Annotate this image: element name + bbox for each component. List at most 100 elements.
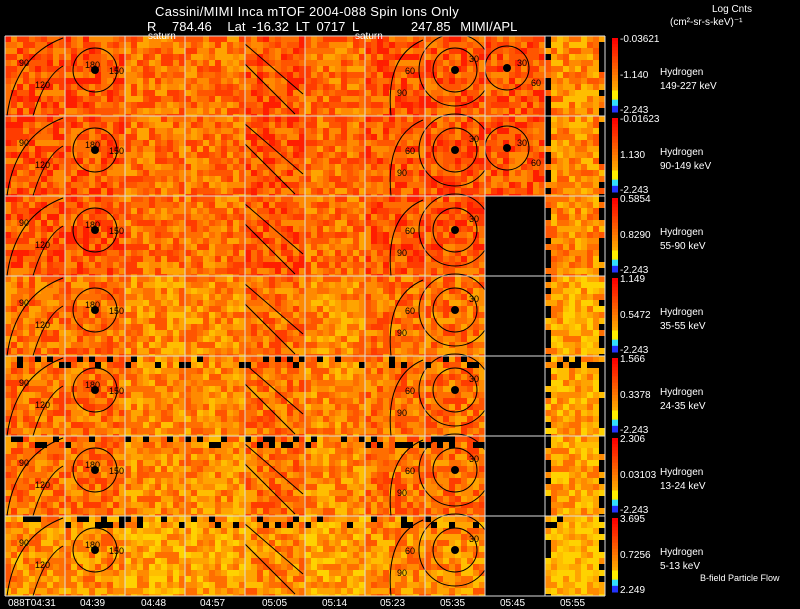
heatmap-cell bbox=[401, 226, 407, 232]
heatmap-cell bbox=[131, 36, 137, 42]
heatmap-cell bbox=[149, 274, 155, 276]
heatmap-cell bbox=[251, 134, 257, 140]
heatmap-cell bbox=[215, 146, 221, 152]
heatmap-cell bbox=[443, 96, 449, 102]
heatmap-cell bbox=[581, 102, 587, 108]
heatmap-cell bbox=[23, 282, 29, 288]
heatmap-cell bbox=[323, 274, 329, 276]
heatmap-cell bbox=[527, 146, 533, 152]
heatmap-cell bbox=[419, 42, 425, 48]
heatmap-cell bbox=[533, 84, 539, 90]
heatmap-cell bbox=[119, 220, 125, 226]
contour-label: 180 bbox=[85, 220, 100, 230]
heatmap-cell bbox=[101, 348, 107, 354]
heatmap-cell bbox=[35, 42, 41, 48]
heatmap-cell bbox=[233, 256, 239, 262]
heatmap-cell bbox=[17, 196, 23, 202]
heatmap-cell bbox=[161, 268, 167, 274]
heatmap-cell bbox=[455, 48, 461, 54]
heatmap-cell bbox=[65, 244, 71, 250]
heatmap-cell bbox=[437, 274, 443, 276]
heatmap-cell bbox=[491, 116, 497, 122]
heatmap-cell bbox=[137, 182, 143, 188]
heatmap-cell bbox=[143, 268, 149, 274]
heatmap-cell bbox=[23, 208, 29, 214]
heatmap-cell bbox=[329, 122, 335, 128]
heatmap-cell bbox=[53, 256, 59, 262]
heatmap-cell bbox=[479, 226, 485, 232]
heatmap-cell bbox=[419, 108, 425, 114]
heatmap-cell bbox=[155, 208, 161, 214]
heatmap-cell bbox=[419, 238, 425, 244]
heatmap-cell bbox=[173, 208, 179, 214]
heatmap-cell bbox=[371, 102, 377, 108]
heatmap-cell bbox=[167, 276, 173, 282]
heatmap-cell bbox=[89, 128, 95, 134]
heatmap-cell bbox=[227, 128, 233, 134]
heatmap-cell bbox=[269, 128, 275, 134]
heatmap-cell bbox=[401, 188, 407, 194]
heatmap-cell bbox=[569, 220, 575, 226]
heatmap-cell bbox=[455, 84, 461, 90]
heatmap-cell bbox=[77, 158, 83, 164]
heatmap-cell bbox=[233, 188, 239, 194]
heatmap-cell bbox=[29, 36, 35, 42]
heatmap-cell bbox=[371, 140, 377, 146]
heatmap-cell bbox=[323, 250, 329, 256]
heatmap-cell bbox=[311, 232, 317, 238]
heatmap-cell bbox=[359, 102, 365, 108]
heatmap-cell bbox=[587, 72, 593, 78]
heatmap-cell bbox=[107, 96, 113, 102]
heatmap-cell bbox=[191, 164, 197, 170]
heatmap-cell bbox=[203, 90, 209, 96]
heatmap-cell bbox=[455, 208, 461, 214]
heatmap-cell bbox=[359, 196, 365, 202]
heatmap-cell bbox=[575, 96, 581, 102]
heatmap-cell bbox=[245, 66, 251, 72]
heatmap-cell bbox=[527, 60, 533, 66]
heatmap-cell bbox=[131, 324, 137, 330]
heatmap-cell bbox=[137, 306, 143, 312]
heatmap-cell bbox=[305, 288, 311, 294]
heatmap-cell bbox=[167, 134, 173, 140]
heatmap-cell bbox=[245, 214, 251, 220]
heatmap-cell bbox=[65, 336, 71, 342]
heatmap-cell bbox=[587, 164, 593, 170]
heatmap-cell bbox=[245, 202, 251, 208]
heatmap-cell bbox=[173, 102, 179, 108]
heatmap-cell bbox=[389, 176, 395, 182]
heatmap-cell bbox=[515, 188, 521, 194]
heatmap-cell bbox=[53, 288, 59, 294]
heatmap-cell bbox=[215, 36, 221, 42]
heatmap-cell bbox=[299, 54, 305, 60]
heatmap-cell bbox=[329, 262, 335, 268]
heatmap-cell bbox=[239, 244, 245, 250]
heatmap-cell bbox=[131, 84, 137, 90]
heatmap-cell bbox=[95, 312, 101, 318]
heatmap-cell bbox=[161, 274, 167, 276]
heatmap-cell bbox=[287, 164, 293, 170]
heatmap-cell bbox=[17, 188, 23, 194]
heatmap-cell bbox=[233, 294, 239, 300]
heatmap-cell bbox=[539, 188, 545, 194]
heatmap-cell bbox=[233, 102, 239, 108]
heatmap-cell bbox=[575, 238, 581, 244]
heatmap-cell bbox=[17, 282, 23, 288]
heatmap-cell bbox=[443, 128, 449, 134]
heatmap-cell bbox=[401, 274, 407, 276]
heatmap-cell bbox=[35, 96, 41, 102]
heatmap-cell bbox=[149, 140, 155, 146]
heatmap-cell bbox=[137, 318, 143, 324]
heatmap-cell bbox=[485, 158, 491, 164]
colorbar-swatch bbox=[612, 56, 618, 61]
heatmap-cell bbox=[587, 262, 593, 268]
heatmap-cell bbox=[353, 134, 359, 140]
heatmap-cell bbox=[305, 256, 311, 262]
center-marker bbox=[451, 226, 459, 234]
heatmap-cell bbox=[275, 140, 281, 146]
heatmap-cell bbox=[161, 188, 167, 194]
heatmap-cell bbox=[461, 208, 467, 214]
heatmap-cell bbox=[215, 164, 221, 170]
heatmap-cell bbox=[563, 42, 569, 48]
heatmap-cell bbox=[203, 208, 209, 214]
